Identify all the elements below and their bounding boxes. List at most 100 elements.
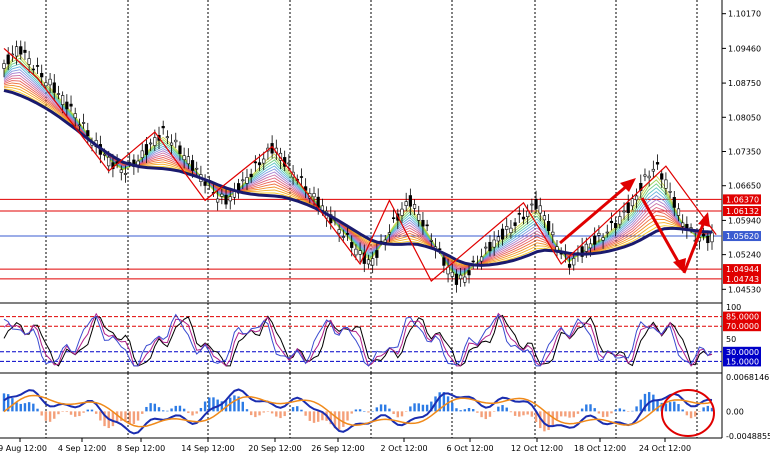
- price-level-box: [723, 231, 761, 242]
- candle-body: [542, 215, 547, 221]
- macd-hist-bar: [153, 403, 157, 412]
- macd-hist-bar: [451, 402, 454, 412]
- candle-body: [593, 235, 597, 245]
- macd-hist-bar: [513, 411, 517, 416]
- candle-body: [61, 95, 65, 105]
- macd-hist-bar: [74, 411, 77, 417]
- macd-hist-bar: [480, 411, 483, 418]
- time-tick-label: 24 Oct 12:00: [639, 444, 691, 453]
- candle-body: [664, 179, 668, 189]
- price-level-lines: [0, 198, 722, 280]
- candle-body: [119, 169, 123, 173]
- candle-body: [27, 58, 31, 65]
- time-tick-label: 26 Sep 12:00: [311, 444, 364, 453]
- candle-body: [178, 145, 182, 154]
- candle-body: [77, 124, 82, 127]
- candle-body: [521, 216, 526, 220]
- macd-hist-bar: [224, 400, 228, 412]
- up-arrow-2: [682, 221, 706, 274]
- macd-hist-bar: [467, 407, 471, 412]
- candle-body: [69, 103, 73, 107]
- candle-body: [224, 194, 228, 205]
- candle-body: [618, 216, 622, 225]
- time-tick-label: 12 Oct 12:00: [511, 444, 563, 453]
- candle-body: [467, 270, 471, 276]
- macd-hist-bar: [627, 411, 630, 412]
- macd-hist-bar: [631, 410, 634, 412]
- macd-hist-bar: [191, 411, 194, 416]
- candle-body: [102, 153, 107, 156]
- macd-hist-bar: [702, 407, 705, 412]
- candle-body: [86, 130, 90, 136]
- up-arrow-1: [559, 183, 629, 245]
- zigzag-line: [3, 47, 717, 282]
- candle-body: [626, 202, 630, 214]
- macd-panel[interactable]: 0.0068146 0.00 -0.0048855: [0, 373, 770, 441]
- macd-hist-bar: [472, 409, 475, 412]
- macd-hist-bar: [363, 411, 366, 412]
- candle-body: [417, 213, 421, 221]
- macd-hist-bar: [182, 408, 186, 412]
- price-panel[interactable]: 1.10170 1.09460 1.08750 1.08050 1.07350 1.066…: [0, 0, 761, 304]
- candle-body: [245, 177, 249, 184]
- macd-axis-ticks: 0.0068146 0.00 -0.0048855: [726, 373, 770, 441]
- macd-hist-bar: [321, 411, 324, 421]
- price-level-box: [723, 273, 761, 284]
- macd-hist-bar: [120, 411, 123, 421]
- macd-hist-bar: [710, 407, 714, 412]
- time-tick-label: 4 Sep 12:00: [58, 444, 106, 453]
- macd-hist-bar: [547, 411, 550, 431]
- candle-body: [40, 73, 44, 78]
- macd-hist-bar: [174, 405, 177, 412]
- time-tick-label: 20 Sep 12:00: [248, 444, 301, 453]
- candle-body: [630, 198, 635, 207]
- candle-body: [299, 176, 304, 178]
- macd-hist-bar: [442, 392, 446, 412]
- macd-hist-bar: [589, 404, 592, 412]
- candle-body: [672, 197, 676, 208]
- macd-hist-bar: [65, 411, 69, 413]
- candle-body: [634, 195, 639, 201]
- candle-body: [257, 162, 262, 166]
- osc-level-box: [723, 311, 761, 322]
- candle-body: [35, 65, 40, 67]
- macd-hist-bar: [463, 409, 467, 412]
- macd-hist-bar: [425, 404, 429, 412]
- osc-axis-ticks: 100 50: [726, 303, 741, 344]
- price-tick-label: 1.09460: [728, 44, 761, 53]
- macd-hist-bar: [530, 411, 534, 417]
- candle-body: [81, 122, 86, 124]
- macd-hist-bar: [488, 411, 492, 417]
- time-tick-label: 2 Oct 12:00: [380, 444, 427, 453]
- price-level-label: 1.06370: [726, 195, 759, 204]
- macd-hist-bar: [446, 396, 450, 412]
- macd-hist-bar: [233, 395, 236, 412]
- candle-body: [526, 210, 530, 218]
- candle-body: [52, 82, 56, 93]
- macd-hist-bar: [501, 405, 504, 412]
- macd-hist-bar: [677, 404, 680, 412]
- macd-hist-bar: [698, 411, 701, 412]
- ribbon-line: [3, 80, 713, 268]
- candle-body: [580, 246, 584, 257]
- candle-body: [551, 231, 555, 236]
- time-axis-ticks: 29 Aug 12:00 4 Sep 12:00 8 Sep 12:00 14 Sep…: [0, 438, 691, 453]
- candle-body: [149, 142, 153, 145]
- candle-body: [48, 78, 52, 86]
- candle-body: [547, 221, 551, 231]
- macd-hist-bar: [279, 411, 282, 419]
- ribbon-line: [3, 63, 713, 275]
- candle-body: [65, 101, 69, 110]
- price-tick-label: 1.08750: [728, 79, 761, 88]
- macd-hist-bar: [681, 409, 684, 412]
- macd-hist-bar: [404, 411, 408, 412]
- macd-hist-bar: [57, 411, 60, 415]
- candle-body: [165, 136, 169, 139]
- price-level-label: 1.04944: [726, 265, 759, 274]
- price-tick-label: 1.07350: [728, 148, 761, 157]
- macd-hist-bar: [19, 403, 22, 412]
- macd-signal-line: [3, 394, 713, 428]
- candle-body: [320, 205, 324, 211]
